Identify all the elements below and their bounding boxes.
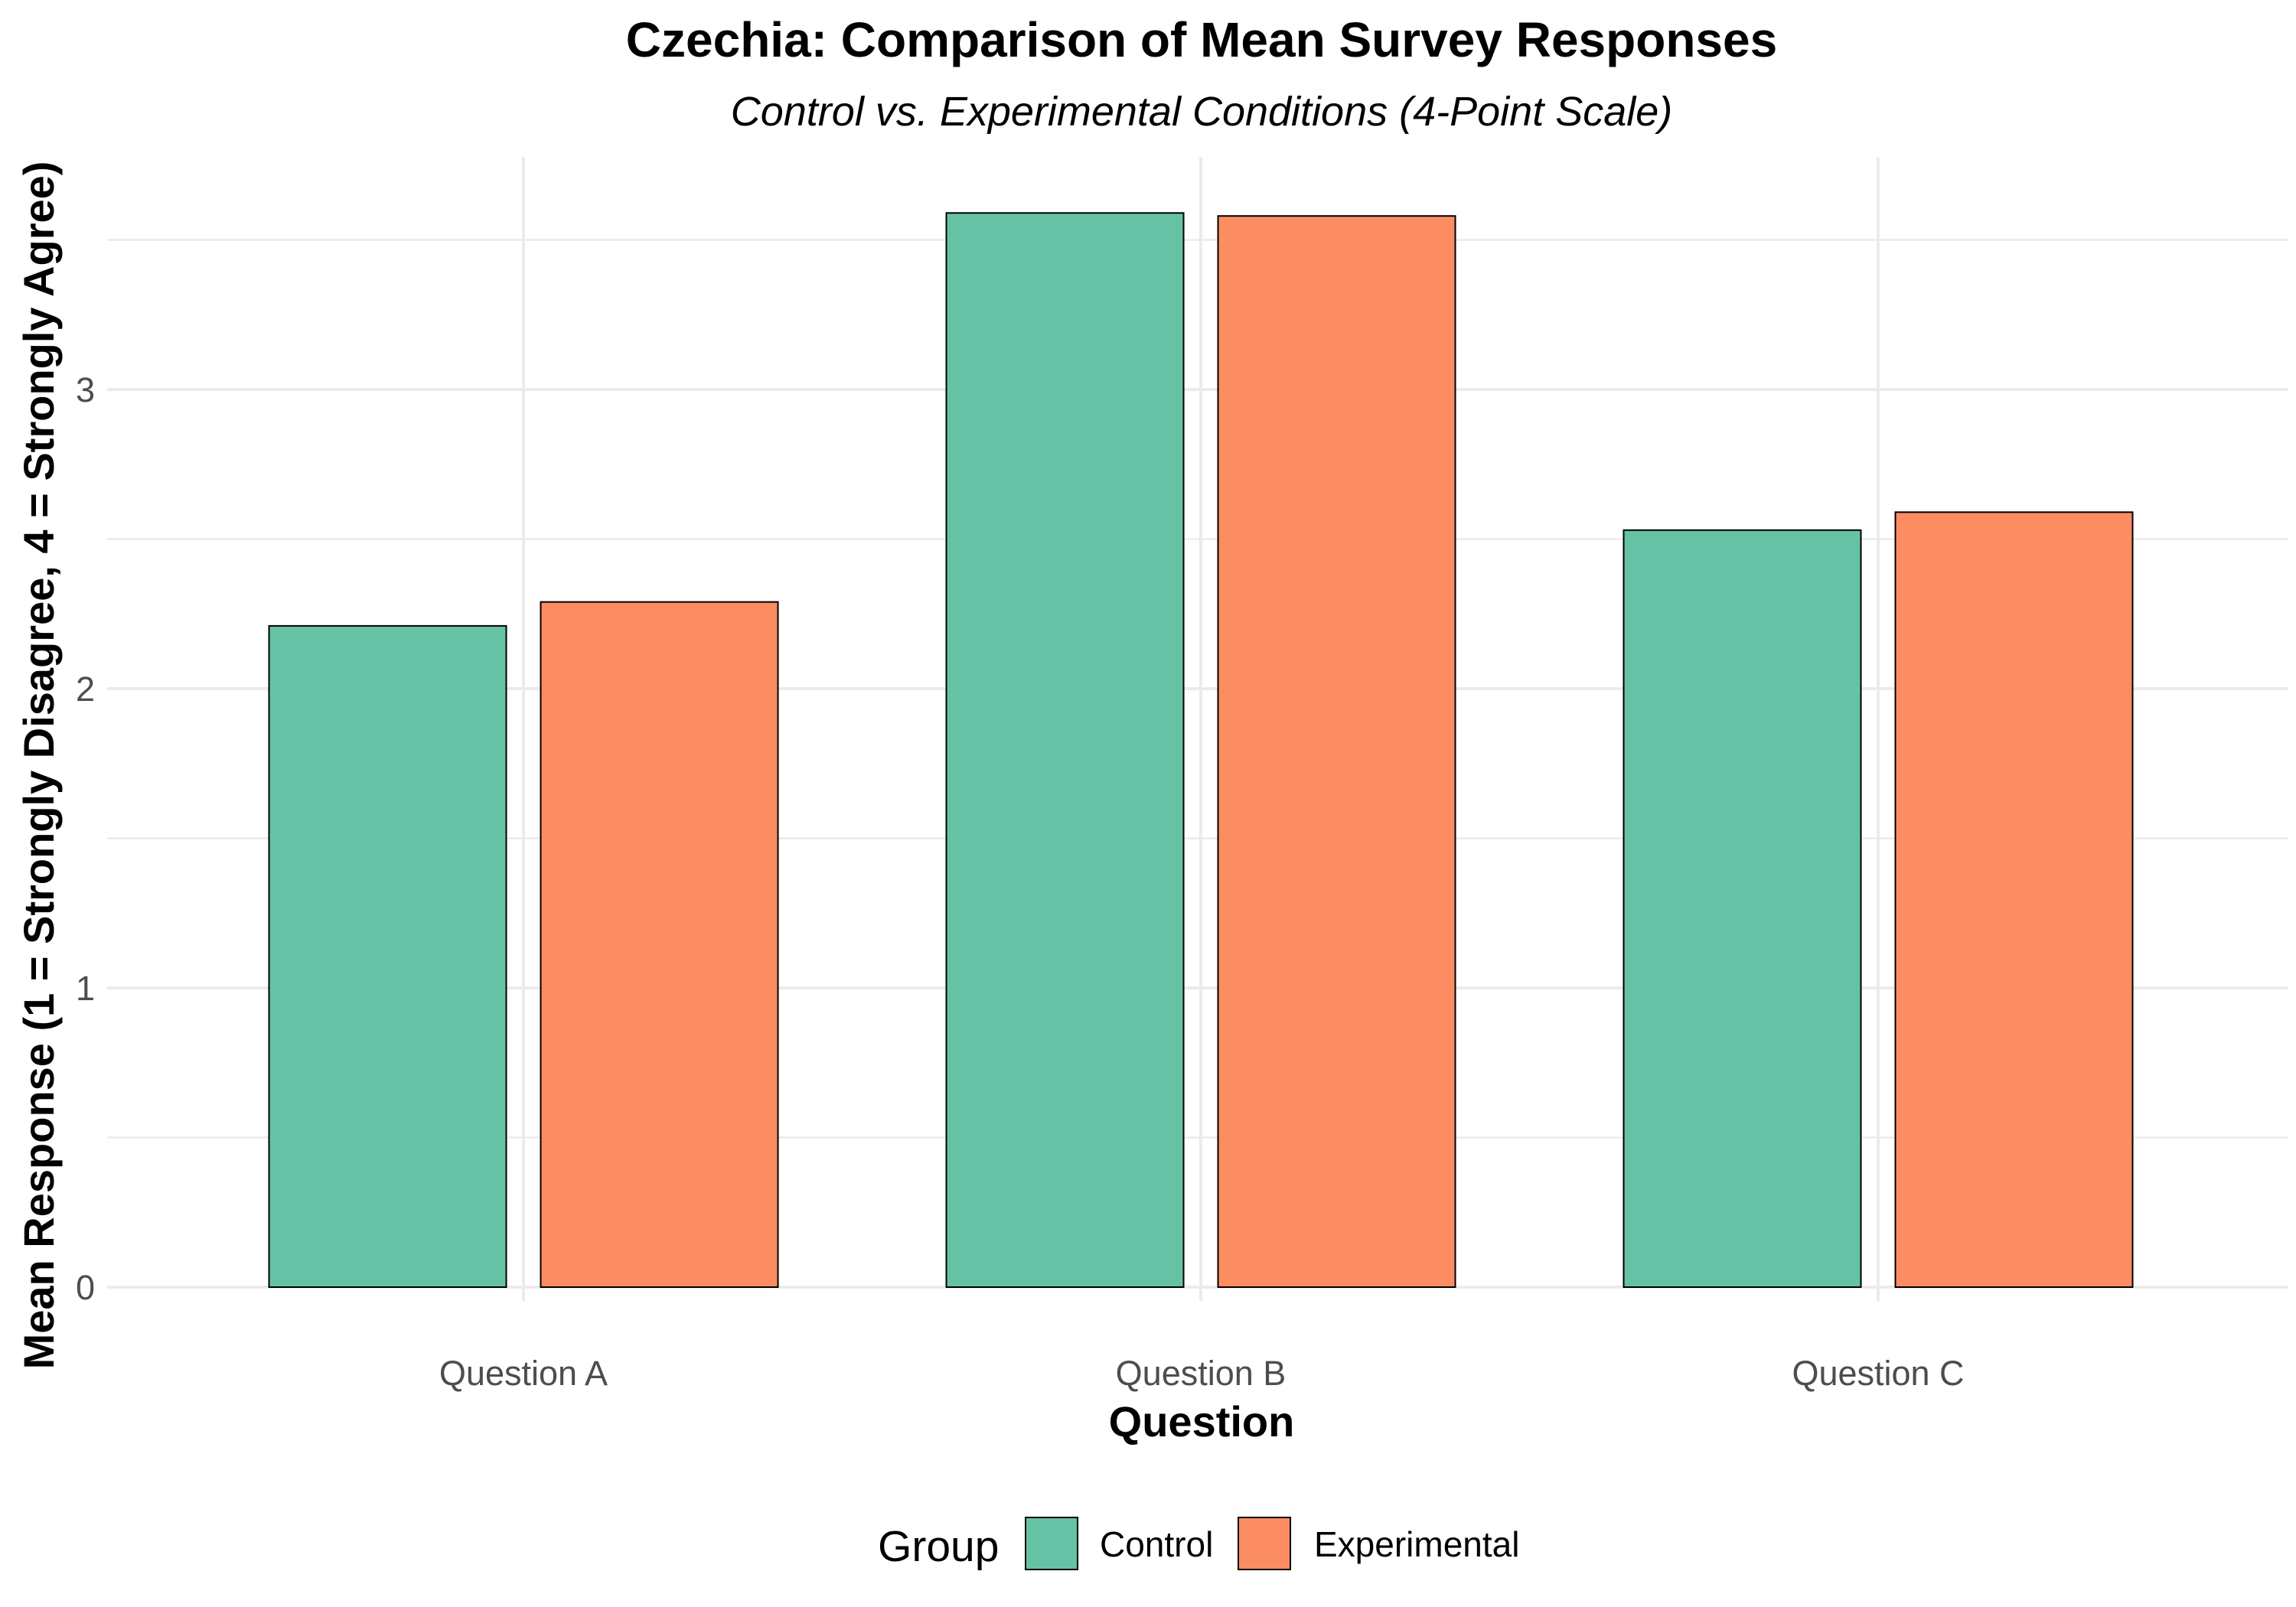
- bar-experimental-3: [1894, 511, 2134, 1288]
- y-tick-label: 2: [76, 670, 95, 709]
- legend-label-control: Control: [1100, 1524, 1213, 1564]
- chart-title: Czechia: Comparison of Mean Survey Respo…: [626, 12, 1777, 67]
- bar-experimental-1: [540, 601, 779, 1288]
- legend-title: Group: [878, 1522, 999, 1571]
- legend-key-control: [1025, 1517, 1078, 1570]
- legend-key-experimental: [1238, 1517, 1291, 1570]
- y-axis-ticks: 0 1 2 3: [76, 370, 95, 1307]
- y-tick-label: 1: [76, 969, 95, 1008]
- bar-control-3: [1623, 529, 1862, 1288]
- bars: [268, 212, 2134, 1289]
- bar-control-2: [945, 212, 1185, 1288]
- x-tick-label: Question A: [439, 1354, 608, 1393]
- y-tick-label: 0: [76, 1268, 95, 1307]
- x-tick-label: Question C: [1792, 1354, 1964, 1393]
- x-axis-ticks: Question A Question B Question C: [439, 1354, 1965, 1393]
- bar-control-1: [268, 624, 507, 1288]
- x-tick-label: Question B: [1116, 1354, 1287, 1393]
- legend-label-experimental: Experimental: [1314, 1524, 1519, 1564]
- bar-experimental-2: [1217, 215, 1456, 1289]
- y-tick-label: 3: [76, 370, 95, 409]
- legend: Group Control Experimental: [878, 1517, 1519, 1571]
- x-axis-title: Question: [1109, 1397, 1295, 1446]
- legend-items: Control Experimental: [1025, 1517, 1519, 1570]
- chart-subtitle: Control vs. Experimental Conditions (4-P…: [731, 89, 1673, 135]
- y-axis-title: Mean Response (1 = Strongly Disagree, 4 …: [15, 161, 63, 1370]
